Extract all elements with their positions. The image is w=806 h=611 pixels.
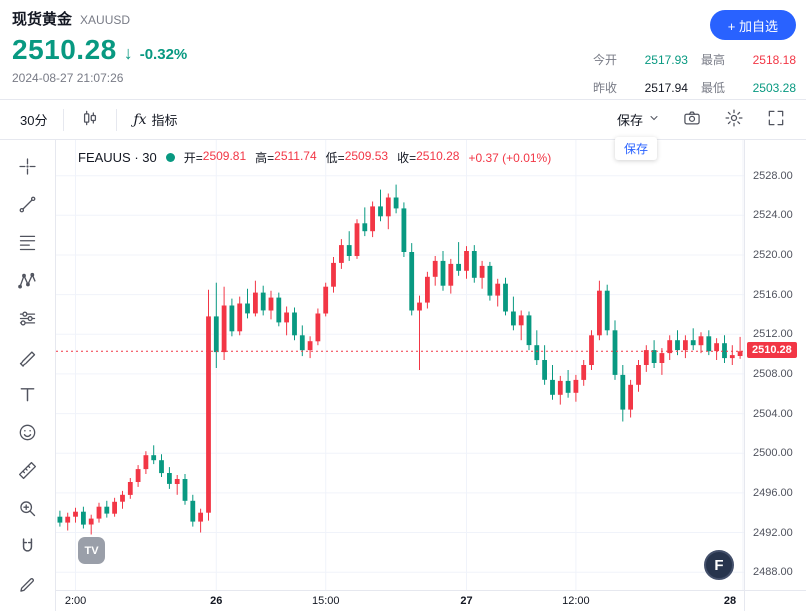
ohlc-high-value: 2511.74 [274, 149, 317, 163]
time-axis-label: 27 [460, 595, 473, 607]
ohlc-close-value: 2510.28 [416, 149, 460, 163]
time-axis-label: 26 [210, 595, 223, 607]
add-watchlist-button[interactable]: + 加自选 [709, 10, 796, 40]
stat-label: 最低 [700, 81, 725, 95]
axis-corner [744, 590, 806, 611]
camera-icon [682, 108, 702, 131]
last-price-tag: 2510.28 [747, 342, 797, 359]
stat-value: 2503.28 [752, 80, 796, 95]
price-axis-label: 2492.00 [753, 526, 793, 539]
time-axis-label: 15:00 [311, 595, 340, 607]
chart-plot-area[interactable]: FEAUUS · 30 开= 2509.81 高= 2511.74 低= 2509.5… [56, 140, 744, 590]
ohlc-open-value: 2509.81 [202, 149, 247, 163]
chart-type-button[interactable] [74, 104, 106, 135]
stat-label: 昨收 [592, 81, 617, 95]
time-axis[interactable]: 2:00 26 15:00 27 12:00 28 [56, 590, 744, 611]
ohlc-low-value: 2509.53 [344, 149, 389, 163]
quote-header: 现货黄金 XAUUSD 2510.28 ↓ -0.32% 2024-08-27 … [0, 0, 806, 99]
price-axis-label: 2520.00 [753, 248, 793, 261]
indicators-button[interactable]: ƒx 指标 [127, 106, 183, 133]
price-axis[interactable]: 2528.00 2524.00 2520.00 2516.00 2512.00 2508.… [744, 140, 806, 590]
interval-button[interactable]: 30分 [14, 106, 53, 133]
indicators-label: 指标 [151, 113, 178, 128]
text-tool-icon[interactable] [14, 382, 42, 406]
stat-value: 2517.93 [644, 52, 688, 67]
stat-label: 今开 [592, 53, 617, 67]
xabcd-pattern-icon[interactable] [14, 268, 42, 292]
toolbar-divider [63, 108, 65, 131]
forecast-sliders-icon[interactable] [14, 306, 42, 330]
ohlc-open-label: 开= [183, 151, 203, 165]
ohlc-high-label: 高= [255, 151, 275, 165]
settings-button[interactable] [718, 104, 750, 135]
brand-badge: F [704, 550, 734, 580]
ohlc-change: +0.37 (+0.01%) [468, 150, 552, 165]
price-axis-label: 2524.00 [753, 209, 793, 222]
down-arrow-icon: ↓ [123, 43, 133, 63]
stat-label: 最高 [700, 53, 725, 67]
magnet-icon[interactable] [14, 534, 42, 558]
quote-stats: 今开 2517.93 最高 2518.18 昨收 2517.94 最低 2503.28 [593, 51, 796, 96]
trend-line-icon[interactable] [14, 192, 42, 216]
crosshair-icon[interactable] [14, 154, 42, 178]
series-title: FEAUUS · 30 [78, 150, 157, 165]
camera-button[interactable] [676, 104, 708, 135]
save-tooltip: 保存 [614, 137, 657, 160]
candles-icon [80, 108, 100, 131]
fib-retracement-icon[interactable] [14, 230, 42, 254]
ruler-icon[interactable] [14, 458, 42, 482]
emoji-icon[interactable] [14, 420, 42, 444]
settings-gear-icon [724, 108, 744, 131]
change-percent: -0.32% [139, 46, 188, 63]
price-axis-label: 2512.00 [753, 328, 793, 341]
chart-toolbar: 30分 ƒx 指标 保存 保存 [0, 99, 806, 160]
fx-icon: ƒx [133, 111, 147, 128]
drawing-tools-sidebar [0, 140, 56, 611]
save-label: 保存 [616, 113, 643, 128]
chevron-down-icon [648, 112, 660, 127]
last-price: 2510.28 [12, 34, 117, 65]
price-axis-label: 2488.00 [753, 566, 793, 579]
price-axis-label: 2504.00 [753, 407, 793, 420]
toolbar-divider [116, 108, 118, 131]
ohlc-close-label: 收= [397, 151, 417, 165]
chart-legend: FEAUUS · 30 开= 2509.81 高= 2511.74 低= 2509.5… [78, 149, 551, 166]
instrument-symbol: XAUUSD [80, 13, 131, 27]
time-axis-label: 2:00 [64, 595, 87, 607]
series-visibility-dot[interactable] [165, 153, 175, 162]
brush-icon[interactable] [14, 344, 42, 368]
price-axis-label: 2500.00 [753, 447, 793, 460]
save-button[interactable]: 保存 [611, 106, 666, 133]
quote-timestamp: 2024-08-27 21:07:26 [12, 71, 124, 85]
ohlc-low-label: 低= [325, 151, 345, 165]
time-axis-label: 12:00 [562, 595, 590, 607]
zoom-in-icon[interactable] [14, 496, 42, 520]
instrument-title: 现货黄金 [12, 11, 73, 28]
time-axis-label: 28 [723, 595, 737, 607]
price-axis-label: 2516.00 [753, 288, 793, 301]
tradingview-logo[interactable]: TV [78, 537, 105, 564]
fullscreen-icon [766, 108, 786, 131]
fullscreen-button[interactable] [760, 104, 792, 135]
candlestick-series [56, 140, 744, 590]
stat-value: 2518.18 [752, 52, 796, 67]
pencil-edit-icon[interactable] [14, 572, 42, 596]
stat-value: 2517.94 [644, 80, 688, 95]
price-axis-label: 2528.00 [753, 169, 793, 182]
price-axis-label: 2496.00 [753, 486, 793, 499]
price-axis-label: 2508.00 [753, 367, 793, 380]
